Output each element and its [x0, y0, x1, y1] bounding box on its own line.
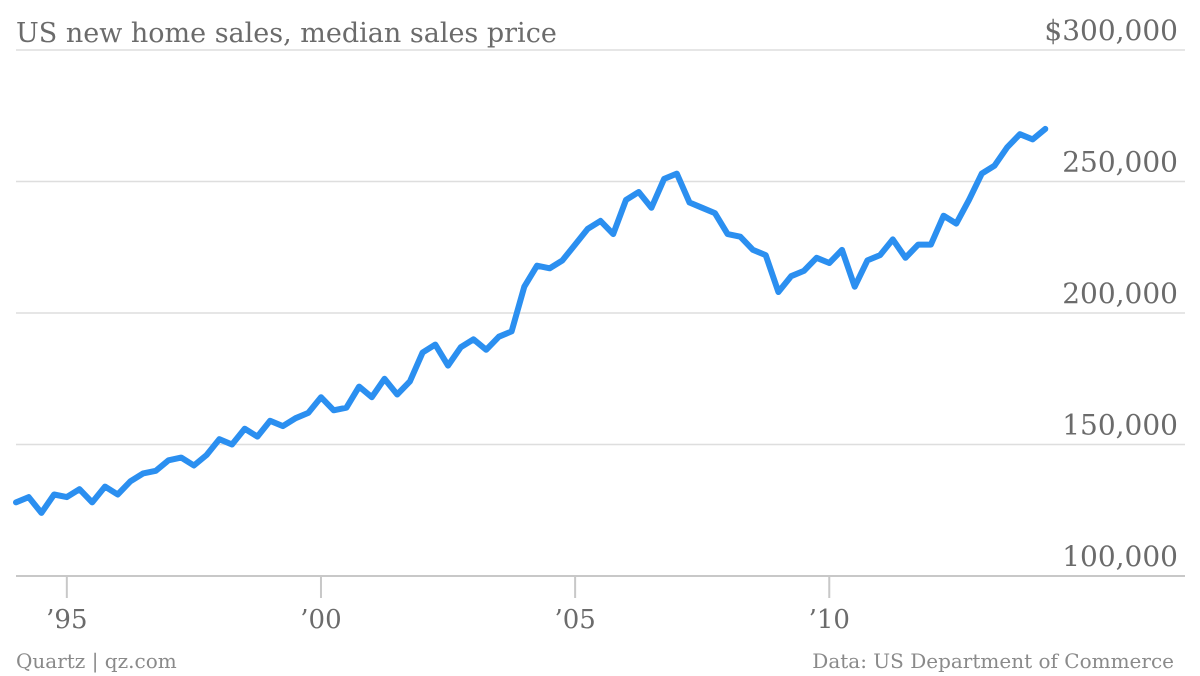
chart-title: US new home sales, median sales price [16, 18, 557, 49]
x-tick-label-2000: ’00 [300, 605, 341, 635]
x-tick-label-2010: ’10 [809, 605, 850, 635]
x-axis: ’95 ’00 ’05 ’10 [46, 576, 850, 635]
y-tick-label-200000: 200,000 [1062, 277, 1178, 310]
series-line-0 [13, 125, 1049, 516]
x-tick-label-1995: ’95 [46, 605, 87, 635]
series-layer [13, 125, 1049, 516]
gridlines [16, 49, 1185, 577]
source-credit: Quartz | qz.com [16, 649, 177, 674]
y-tick-labels: $300,000 250,000 200,000 150,000 100,000 [1044, 14, 1178, 573]
x-tick-label-2005: ’05 [554, 605, 595, 635]
y-tick-label-100000: 100,000 [1062, 540, 1178, 573]
data-source: Data: US Department of Commerce [812, 649, 1174, 673]
y-tick-label-150000: 150,000 [1062, 409, 1178, 442]
y-tick-label-300000: $300,000 [1044, 14, 1178, 47]
y-tick-label-250000: 250,000 [1062, 146, 1178, 179]
